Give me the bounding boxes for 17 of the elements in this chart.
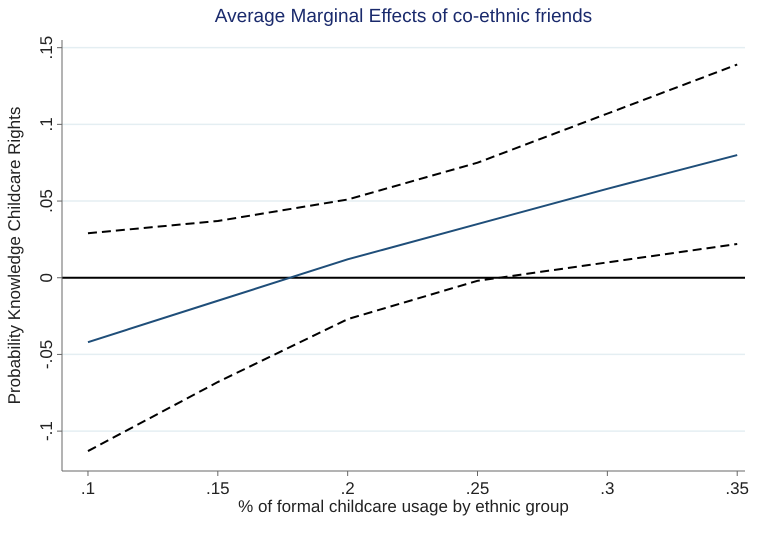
x-tick-label: .25 xyxy=(466,479,490,498)
y-tick-label: .1 xyxy=(37,117,56,132)
line-series xyxy=(86,154,738,344)
x-tick-label: .3 xyxy=(600,479,614,498)
x-tick-label: .2 xyxy=(340,479,355,498)
y-tick-label: .15 xyxy=(37,36,56,60)
y-axis-title: Probability Knowledge Childcare Rights xyxy=(5,106,24,404)
y-tick-label: -.1 xyxy=(37,421,56,442)
y-tick-label: -.05 xyxy=(37,340,56,370)
y-tick-label: 0 xyxy=(37,273,56,282)
chart-title: Average Marginal Effects of co-ethnic friends xyxy=(214,6,592,27)
x-axis-title: % of formal childcare usage by ethnic group xyxy=(238,497,569,516)
x-tick-label: .1 xyxy=(80,479,96,498)
x-tick-label: .15 xyxy=(206,479,230,498)
x-tick-label: .35 xyxy=(725,479,750,498)
line-series xyxy=(86,64,738,234)
y-tick-label: .05 xyxy=(37,189,56,213)
